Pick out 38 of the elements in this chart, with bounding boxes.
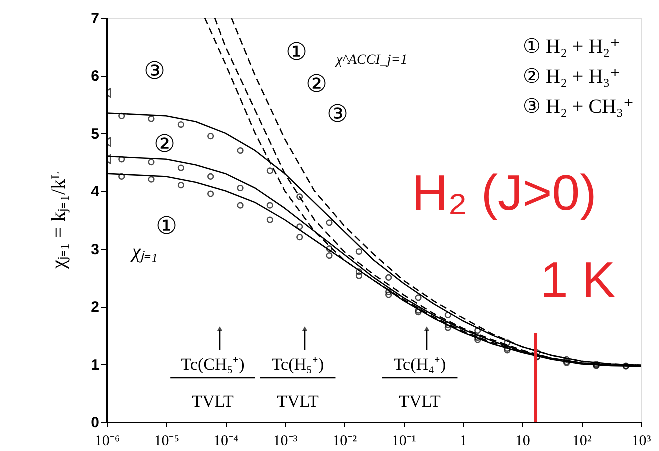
annotation: ② (154, 132, 176, 158)
annotation: ③ H₂ + CH₃⁺ (523, 96, 634, 118)
x-tick-label: 10 (515, 434, 530, 450)
annotation: TVLT (192, 392, 235, 411)
annotation: Tc(H₅⁺) (272, 355, 324, 374)
y-tick-label: 3 (91, 241, 100, 258)
x-tick-label: 10⁻⁵ (154, 434, 180, 450)
annotation: ③ (327, 102, 349, 128)
annotation: ① (156, 214, 178, 240)
annotation: TVLT (399, 392, 442, 411)
x-tick-label: 10⁻¹ (392, 434, 416, 450)
x-tick-label: 10³ (632, 434, 652, 450)
y-axis-title: χⱼ₌₁ = kⱼ₌₁/kᴸ (48, 172, 70, 270)
annotation: ① (286, 40, 308, 66)
x-tick-label: 10² (572, 434, 592, 450)
x-tick-label: 10⁻⁴ (214, 434, 239, 450)
x-tick-label: 10⁻³ (273, 434, 298, 450)
annotation: Tc(CH₅⁺) (181, 355, 245, 374)
y-tick-label: 7 (91, 10, 100, 28)
annotation: ③ (144, 59, 166, 85)
annotation: H₂ (J>0) (412, 165, 597, 221)
annotation: ② (306, 72, 328, 98)
y-tick-label: 4 (91, 184, 100, 201)
annotation: χⱼ₌₁ (130, 241, 158, 263)
x-tick-label: 10⁻² (332, 434, 358, 450)
annotation: ① H₂ + H₂⁺ (523, 36, 622, 58)
y-tick-label: 0 (91, 414, 100, 432)
ref-line-label: 1 K (540, 252, 616, 308)
annotation: χ^ACCI_j=1 (334, 53, 408, 68)
y-tick-label: 6 (91, 68, 100, 86)
y-tick-label: 5 (91, 126, 100, 143)
annotation: ② H₂ + H₃⁺ (523, 66, 622, 88)
annotation: Tc(H₄⁺) (394, 355, 446, 374)
x-tick-label: 1 (460, 434, 468, 450)
y-tick-label: 1 (91, 356, 100, 374)
y-tick-label: 2 (91, 299, 100, 316)
x-tick-label: 10⁻⁶ (94, 434, 120, 450)
annotation: TVLT (277, 392, 320, 411)
